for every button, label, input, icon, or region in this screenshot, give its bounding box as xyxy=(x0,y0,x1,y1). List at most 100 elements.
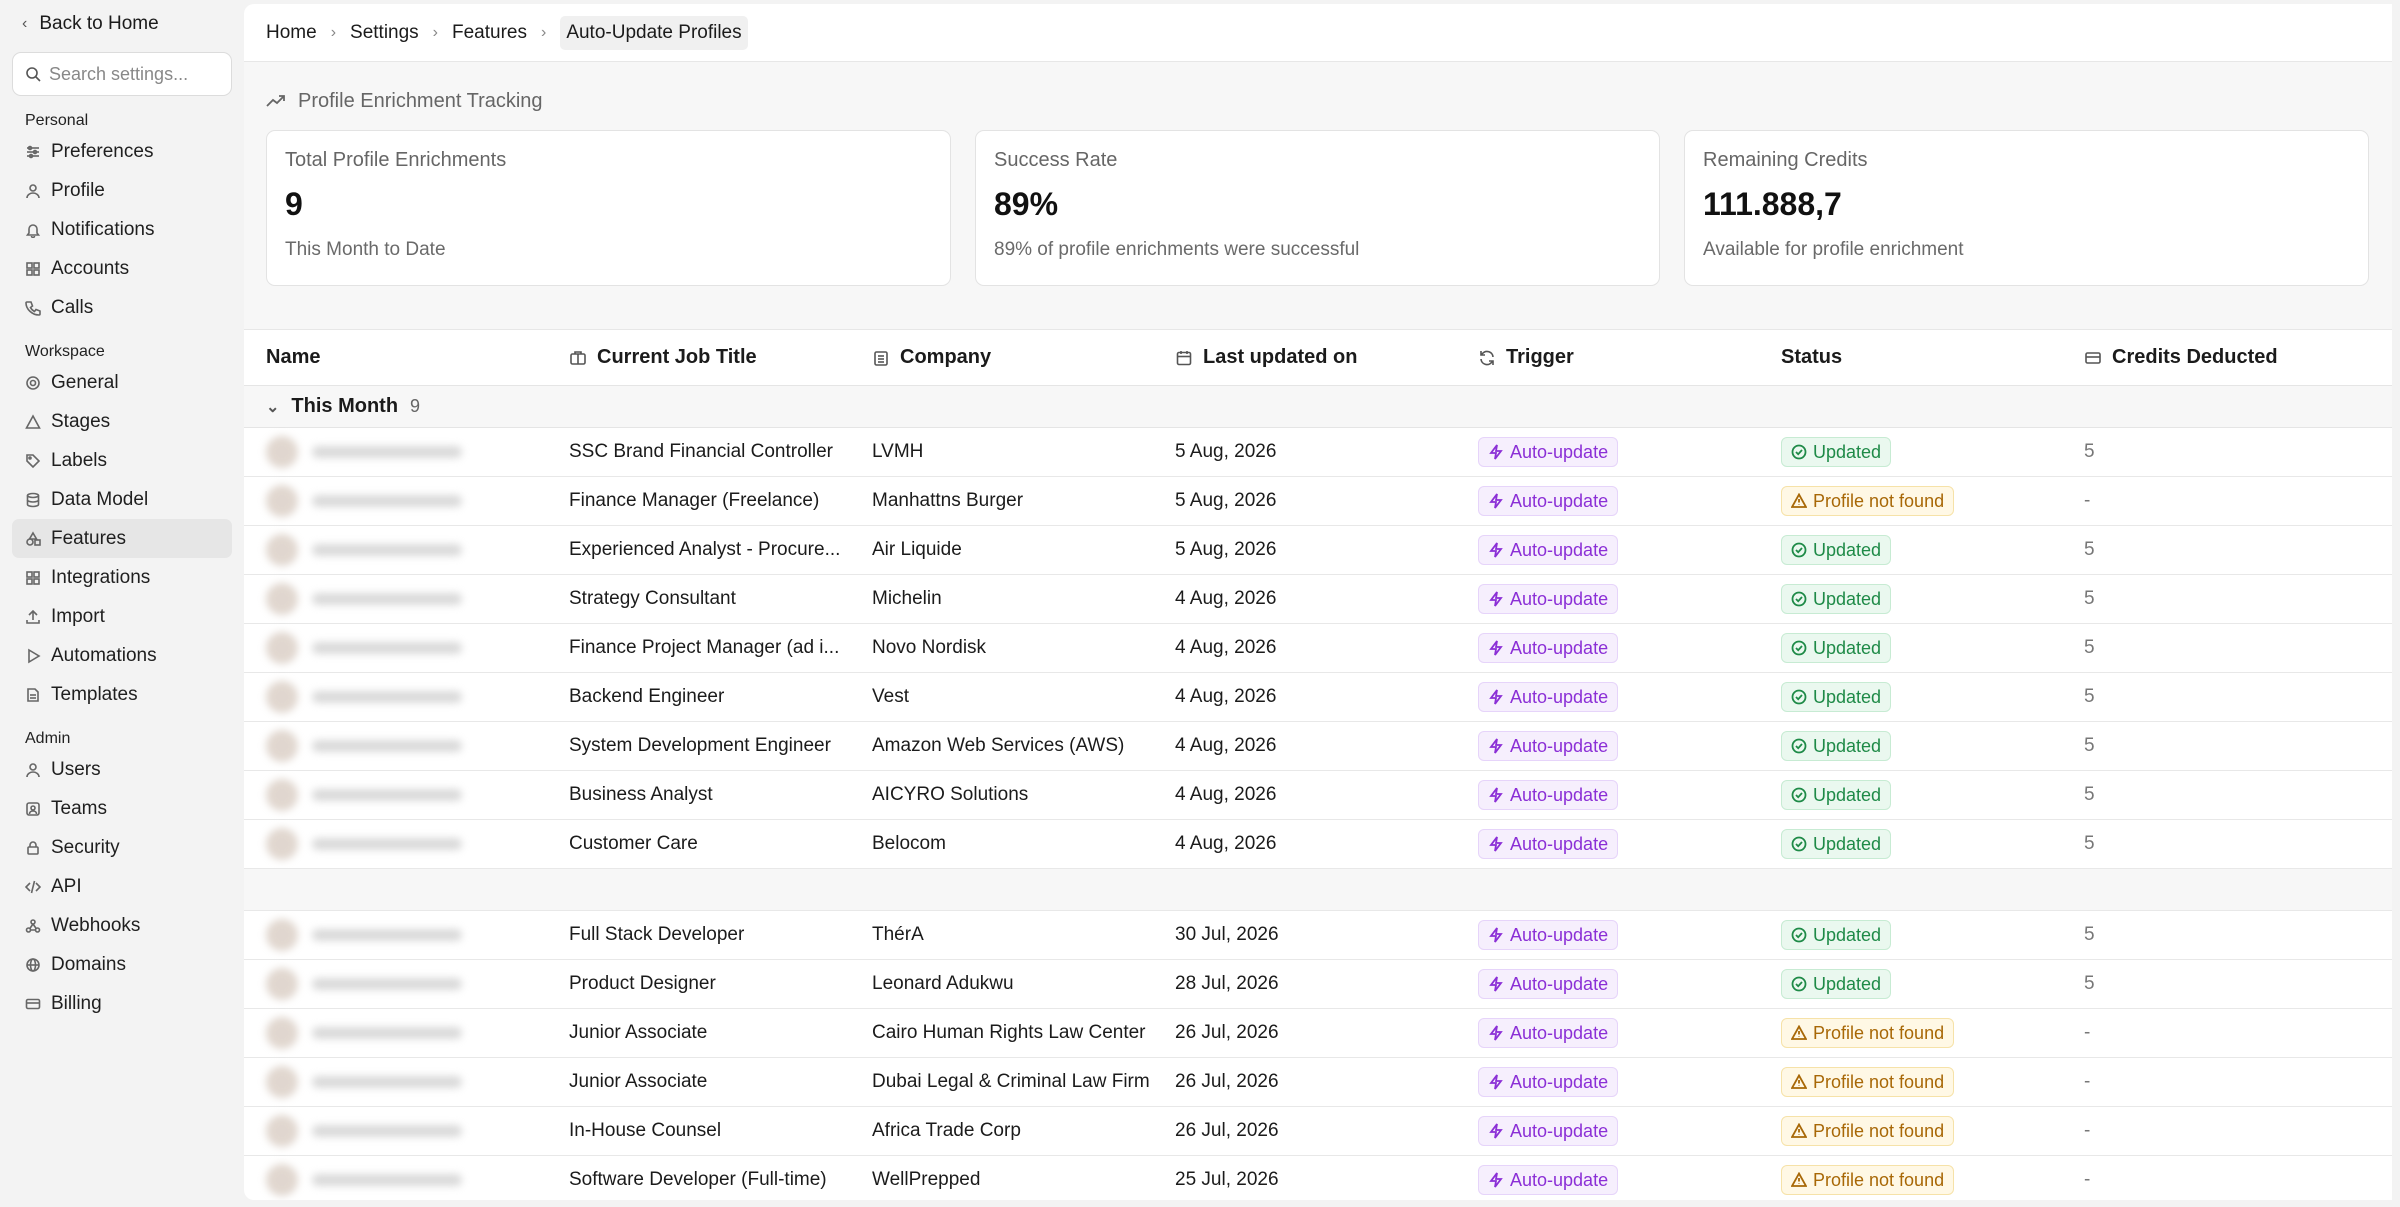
avatar xyxy=(266,436,298,468)
breadcrumb-home[interactable]: Home xyxy=(266,21,317,43)
sidebar-item-notifications[interactable]: Notifications xyxy=(12,210,232,249)
breadcrumb-settings[interactable]: Settings xyxy=(350,21,419,43)
group-this-month[interactable]: ⌄ This Month 9 xyxy=(244,386,2392,428)
sidebar-item-templates[interactable]: Templates xyxy=(12,675,232,714)
shapes-icon xyxy=(25,530,41,547)
column-header-date[interactable]: Last updated on xyxy=(1175,346,1478,369)
sidebar-item-profile[interactable]: Profile xyxy=(12,171,232,210)
table-row[interactable]: Full Stack Developer ThérA 30 Jul, 2026 … xyxy=(244,911,2392,960)
column-header-trigger[interactable]: Trigger xyxy=(1478,346,1781,369)
sidebar-item-import[interactable]: Import xyxy=(12,597,232,636)
lightning-icon xyxy=(1489,1074,1503,1090)
credit-card-icon xyxy=(2085,351,2101,364)
status-badge: Updated xyxy=(1781,584,1892,614)
column-header-company[interactable]: Company xyxy=(872,346,1175,369)
warning-icon xyxy=(1791,1025,1807,1040)
stat-value: 9 xyxy=(285,186,303,222)
sidebar-item-label: Users xyxy=(51,758,101,780)
avatar xyxy=(266,583,298,615)
breadcrumb-features[interactable]: Features xyxy=(452,21,527,43)
table-row[interactable]: Business Analyst AICYRO Solutions 4 Aug,… xyxy=(244,771,2392,820)
sidebar-item-teams[interactable]: Teams xyxy=(12,789,232,828)
stat-sub: 89% of profile enrichments were successf… xyxy=(994,239,1360,260)
lightning-icon xyxy=(1489,1025,1503,1041)
date-cell: 4 Aug, 2026 xyxy=(1175,784,1277,805)
table-row[interactable]: System Development Engineer Amazon Web S… xyxy=(244,722,2392,771)
gear-icon xyxy=(25,375,41,391)
redacted-name xyxy=(312,1174,462,1186)
sidebar-item-general[interactable]: General xyxy=(12,363,232,402)
table-row[interactable]: Experienced Analyst - Procure... Air Liq… xyxy=(244,526,2392,575)
sidebar-item-billing[interactable]: Billing xyxy=(12,984,232,1023)
trigger-cell: Auto-update xyxy=(1478,633,1781,663)
sidebar-item-accounts[interactable]: Accounts xyxy=(12,249,232,288)
company-cell: Amazon Web Services (AWS) xyxy=(872,735,1125,756)
sidebar-item-preferences[interactable]: Preferences xyxy=(12,132,232,171)
sidebar-item-integrations[interactable]: Integrations xyxy=(12,558,232,597)
column-header-credits[interactable]: Credits Deducted xyxy=(2084,346,2384,369)
table-header: Name Current Job Title Company Last upda… xyxy=(244,330,2392,386)
back-to-home-link[interactable]: ‹ Back to Home xyxy=(12,0,232,48)
table-row[interactable]: In-House Counsel Africa Trade Corp 26 Ju… xyxy=(244,1107,2392,1156)
column-header-name[interactable]: Name xyxy=(244,346,569,369)
status-badge: Profile not found xyxy=(1781,1116,1955,1146)
sidebar-section-label: Personal xyxy=(25,112,89,129)
sidebar-item-calls[interactable]: Calls xyxy=(12,288,232,327)
sidebar-item-security[interactable]: Security xyxy=(12,828,232,867)
status-badge: Profile not found xyxy=(1781,1067,1955,1097)
sidebar-item-webhooks[interactable]: Webhooks xyxy=(12,906,232,945)
table-row[interactable]: SSC Brand Financial Controller LVMH 5 Au… xyxy=(244,428,2392,477)
status-badge: Updated xyxy=(1781,780,1892,810)
table-row[interactable]: Finance Project Manager (ad i... Novo No… xyxy=(244,624,2392,673)
sidebar-item-stages[interactable]: Stages xyxy=(12,402,232,441)
lightning-icon xyxy=(1489,738,1503,754)
sidebar-item-automations[interactable]: Automations xyxy=(12,636,232,675)
table-row[interactable]: Junior Associate Cairo Human Rights Law … xyxy=(244,1009,2392,1058)
sidebar-item-data-model[interactable]: Data Model xyxy=(12,480,232,519)
avatar xyxy=(266,485,298,517)
credits-cell: 5 xyxy=(2084,973,2095,994)
search-input[interactable] xyxy=(49,63,219,85)
credits-cell: 5 xyxy=(2084,924,2095,945)
column-header-status[interactable]: Status xyxy=(1781,346,2084,369)
date-cell: 26 Jul, 2026 xyxy=(1175,1071,1279,1092)
sidebar-item-users[interactable]: Users xyxy=(12,750,232,789)
name-cell xyxy=(244,1115,569,1147)
status-label: Updated xyxy=(1813,637,1882,658)
status-badge: Profile not found xyxy=(1781,1165,1955,1195)
trigger-label: Auto-update xyxy=(1510,1120,1609,1141)
name-cell xyxy=(244,1164,569,1196)
table-row[interactable]: Product Designer Leonard Adukwu 28 Jul, … xyxy=(244,960,2392,1009)
table-row[interactable]: Software Developer (Full-time) WellPrepp… xyxy=(244,1156,2392,1200)
job-title-cell: Software Developer (Full-time) xyxy=(569,1169,827,1190)
sidebar-item-features[interactable]: Features xyxy=(12,519,232,558)
table-row[interactable]: Strategy Consultant Michelin 4 Aug, 2026… xyxy=(244,575,2392,624)
blurred-name xyxy=(266,1017,569,1049)
sidebar-item-labels[interactable]: Labels xyxy=(12,441,232,480)
breadcrumb-current[interactable]: Auto-Update Profiles xyxy=(560,15,748,50)
trigger-label: Auto-update xyxy=(1510,833,1609,854)
status-label: Profile not found xyxy=(1813,1120,1945,1141)
status-badge: Updated xyxy=(1781,920,1892,950)
sidebar-item-domains[interactable]: Domains xyxy=(12,945,232,984)
refresh-icon xyxy=(1480,350,1494,365)
sidebar-item-api[interactable]: API xyxy=(12,867,232,906)
trigger-label: Auto-update xyxy=(1510,1169,1609,1190)
stat-card-success-rate: Success Rate 89% 89% of profile enrichme… xyxy=(975,130,1660,286)
table-row[interactable]: Junior Associate Dubai Legal & Criminal … xyxy=(244,1058,2392,1107)
table-row[interactable]: Backend Engineer Vest 4 Aug, 2026 Auto-u… xyxy=(244,673,2392,722)
job-title-cell: Junior Associate xyxy=(569,1022,708,1043)
avatar xyxy=(266,632,298,664)
stat-title: Total Profile Enrichments xyxy=(285,149,507,171)
name-cell xyxy=(244,1017,569,1049)
trigger-badge: Auto-update xyxy=(1478,682,1619,712)
triangle-icon xyxy=(25,413,41,430)
table-row[interactable]: Finance Manager (Freelance) Manhattns Bu… xyxy=(244,477,2392,526)
column-header-job[interactable]: Current Job Title xyxy=(569,346,872,369)
lightning-icon xyxy=(1489,927,1503,943)
header-label: Current Job Title xyxy=(597,346,757,368)
lightning-icon xyxy=(1489,976,1503,992)
table-row[interactable]: Customer Care Belocom 4 Aug, 2026 Auto-u… xyxy=(244,820,2392,869)
date-cell: 4 Aug, 2026 xyxy=(1175,833,1277,854)
settings-search[interactable] xyxy=(12,52,232,96)
